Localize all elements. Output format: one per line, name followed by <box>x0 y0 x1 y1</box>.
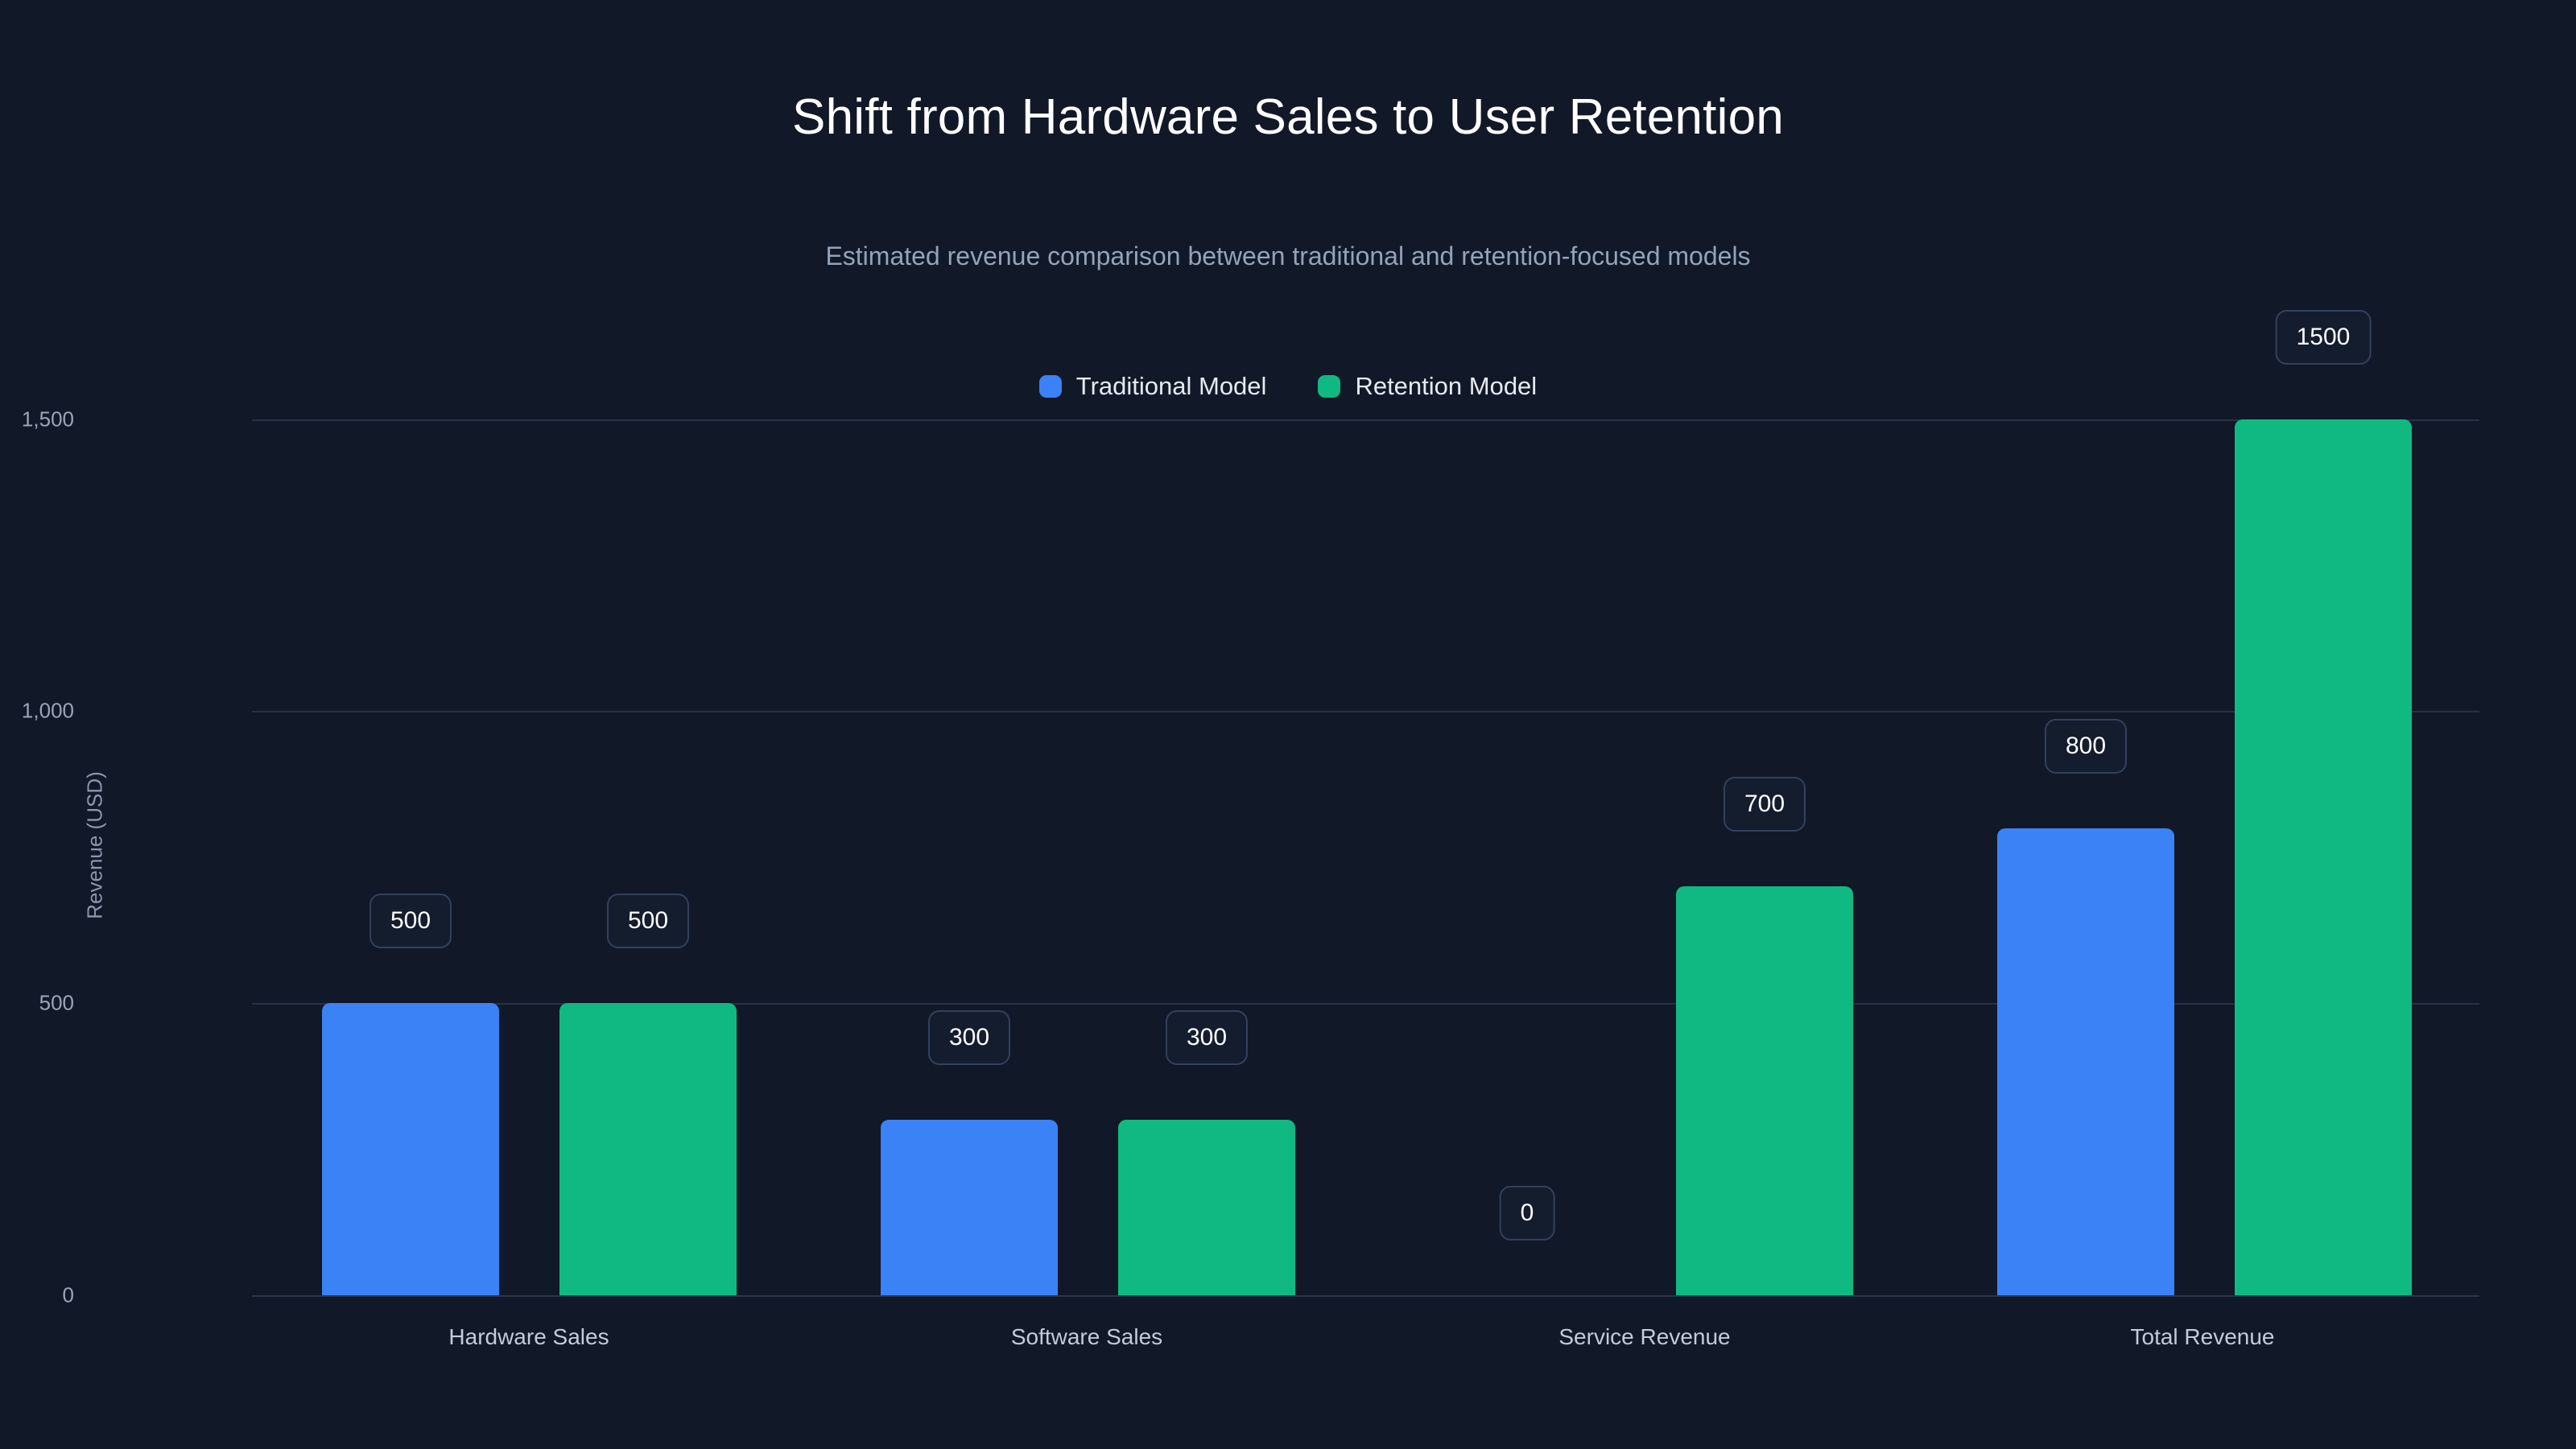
value-badge-service-retention: 700 <box>1723 777 1806 832</box>
bar-service-retention[interactable] <box>1676 886 1853 1295</box>
value-badge-hardware-retention: 500 <box>606 894 690 949</box>
bar-software-retention[interactable] <box>1118 1120 1295 1295</box>
x-axis-label-total-revenue: Total Revenue <box>2130 1324 2275 1349</box>
legend-label-traditional: Traditional Model <box>1075 372 1267 400</box>
gridline-500 <box>252 1003 2479 1005</box>
y-axis-title: Revenue (USD) <box>82 771 107 919</box>
value-badge-hardware-traditional: 500 <box>369 894 452 949</box>
chart-legend: Traditional Model Retention Model <box>0 372 2576 401</box>
bar-software-traditional[interactable] <box>881 1120 1058 1295</box>
gridline-0 <box>252 1295 2479 1297</box>
y-tick-label-1500: 1,500 <box>21 407 74 431</box>
chart-title: Shift from Hardware Sales to User Retent… <box>792 89 1784 145</box>
legend-label-retention: Retention Model <box>1355 372 1538 400</box>
bar-total-traditional[interactable] <box>1997 828 2174 1295</box>
legend-swatch-icon-traditional <box>1038 375 1062 398</box>
y-tick-label-500: 500 <box>39 990 74 1015</box>
x-axis-label-hardware-sales: Hardware Sales <box>448 1324 609 1349</box>
bar-hardware-traditional[interactable] <box>322 1003 499 1295</box>
legend-swatch-icon-retention <box>1318 375 1341 398</box>
y-tick-label-1000: 1,000 <box>21 698 74 723</box>
legend-item-retention[interactable]: Retention Model <box>1318 372 1537 401</box>
gridline-1500 <box>252 419 2479 421</box>
bar-total-retention[interactable] <box>2235 419 2412 1295</box>
bar-hardware-retention[interactable] <box>559 1003 737 1295</box>
value-badge-service-traditional: 0 <box>1499 1186 1555 1241</box>
value-badge-total-retention: 1500 <box>2275 310 2372 365</box>
value-badge-total-traditional: 800 <box>2044 718 2128 774</box>
y-tick-label-0: 0 <box>62 1282 74 1307</box>
chart-subtitle: Estimated revenue comparison between tra… <box>825 242 1751 270</box>
value-badge-software-retention: 300 <box>1165 1010 1249 1066</box>
gridline-1000 <box>252 711 2479 712</box>
x-axis-label-service-revenue: Service Revenue <box>1558 1324 1731 1349</box>
value-badge-software-traditional: 300 <box>927 1010 1011 1066</box>
x-axis-label-software-sales: Software Sales <box>1010 1324 1163 1349</box>
legend-item-traditional[interactable]: Traditional Model <box>1038 372 1267 401</box>
plot-area: 500 500 300 300 0 700 800 <box>252 310 2479 1295</box>
